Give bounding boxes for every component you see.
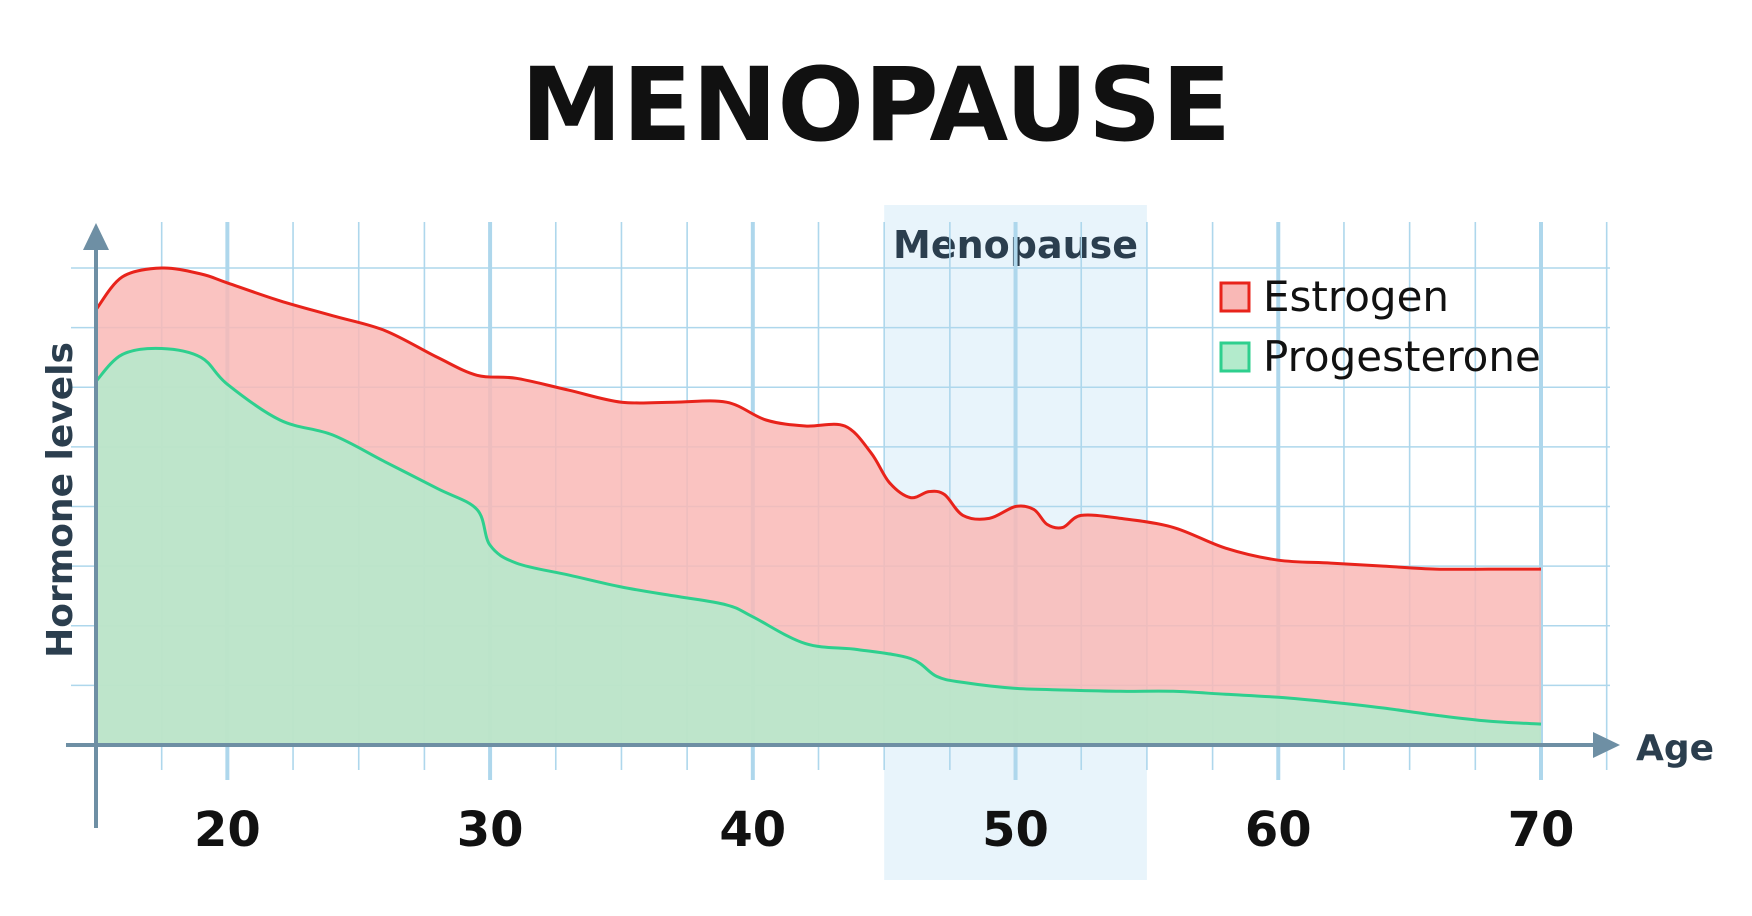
legend-label-progesterone: Progesterone	[1263, 332, 1541, 381]
x-tick-label: 30	[457, 802, 524, 858]
legend: Estrogen Progesterone	[1219, 272, 1541, 381]
progesterone-area	[96, 348, 1541, 745]
page-title: MENOPAUSE	[521, 46, 1231, 165]
x-axis-arrow-icon	[1593, 732, 1620, 758]
x-tick-label: 50	[982, 802, 1049, 858]
x-tick-label: 40	[719, 802, 786, 858]
y-axis-label: Hormone levels	[40, 342, 81, 658]
x-axis-label: Age	[1636, 728, 1714, 769]
x-tick-label: 20	[194, 802, 261, 858]
legend-swatch-estrogen	[1219, 281, 1251, 313]
legend-label-estrogen: Estrogen	[1263, 272, 1449, 321]
x-tick-label: 70	[1508, 802, 1575, 858]
x-tick-label: 60	[1245, 802, 1312, 858]
legend-swatch-progesterone	[1219, 341, 1251, 373]
progesterone-line	[94, 346, 1542, 726]
estrogen-line	[94, 266, 1541, 571]
y-axis-arrow-icon	[83, 223, 109, 250]
